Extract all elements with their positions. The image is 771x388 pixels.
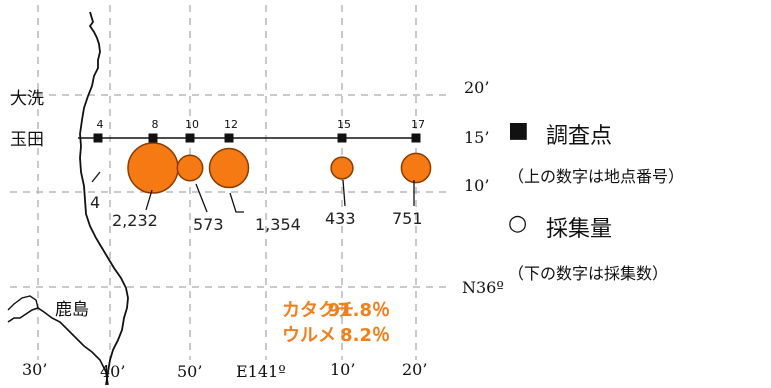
leader-line <box>195 183 208 213</box>
station-number: 4 <box>97 118 104 131</box>
species-name-katakuchi: カタクチ <box>282 300 354 321</box>
lat-label-n36: N36º <box>462 278 504 297</box>
catch-bubble <box>176 154 204 182</box>
lon-label-40: 40’ <box>100 362 126 381</box>
catch-bubble <box>330 156 354 180</box>
place-label-tamada: 玉田 <box>10 130 44 150</box>
catch-count: 4 <box>90 193 100 212</box>
lat-label-20: 20’ <box>464 78 490 97</box>
catch-count: 433 <box>325 209 356 228</box>
legend-catch-label: 採集量 <box>546 217 613 242</box>
station-number: 15 <box>337 118 351 131</box>
grid <box>10 5 450 360</box>
lat-label-10: 10’ <box>464 176 490 195</box>
station-number: 17 <box>411 118 425 131</box>
station-marker <box>148 133 158 143</box>
lon-label-e141: E141º <box>236 362 286 381</box>
lon-label-10: 10’ <box>330 360 356 379</box>
station-number: 10 <box>185 118 199 131</box>
stations-layer: 4 4 8 2,232 10 573 12 1,354 15 433 17 751 <box>90 118 432 234</box>
legend-station-note: （上の数字は地点番号） <box>508 167 685 186</box>
species-percent-urume: 8.2％ <box>340 325 390 346</box>
station-number: 12 <box>224 118 238 131</box>
catch-count: 573 <box>193 215 224 234</box>
leader-line <box>229 192 244 213</box>
leader-line <box>91 171 101 183</box>
lat-label-15: 15’ <box>464 128 490 147</box>
lake-shore <box>7 307 109 386</box>
station-marker-icon: ■ <box>508 118 529 143</box>
legend-catch-note: （下の数字は採集数） <box>508 264 669 283</box>
species-percent-katakuchi: 91.8％ <box>327 300 390 321</box>
lake-inlet <box>7 295 39 311</box>
coastline <box>79 11 129 386</box>
station-number: 8 <box>152 118 159 131</box>
catch-count: 2,232 <box>112 211 158 230</box>
species-name-urume: ウルメ <box>282 325 336 346</box>
lon-label-50: 50’ <box>177 362 203 381</box>
station-marker <box>337 133 347 143</box>
lon-label-30: 30’ <box>22 360 48 379</box>
catch-marker-icon: ○ <box>508 211 528 236</box>
lon-label-20: 20’ <box>402 360 428 379</box>
station-marker <box>185 133 195 143</box>
place-label-oarai: 大洗 <box>10 89 44 109</box>
leader-line <box>145 189 153 211</box>
catch-bubble <box>400 152 432 184</box>
place-label-kashima: 鹿島 <box>55 300 89 320</box>
catch-bubble <box>127 142 179 194</box>
catch-count: 1,354 <box>255 215 301 234</box>
station-marker <box>411 133 421 143</box>
catch-bubble <box>208 147 250 189</box>
legend-station-label: 調査点 <box>546 124 613 149</box>
catch-count: 751 <box>392 209 423 228</box>
leader-line <box>342 179 346 207</box>
station-marker <box>93 133 103 143</box>
station-marker <box>224 133 234 143</box>
